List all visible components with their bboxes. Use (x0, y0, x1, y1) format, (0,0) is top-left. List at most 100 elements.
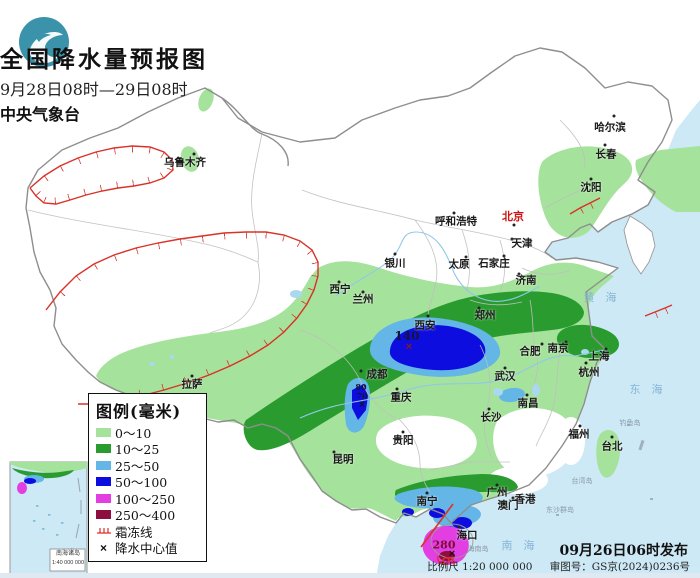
city-dot (395, 387, 399, 391)
legend-item: 0～10 (96, 424, 200, 441)
legend-item-label: 0～10 (115, 425, 152, 441)
city-label: 兰州 (352, 293, 374, 306)
issued-time: 09月26日06时发布 (559, 543, 688, 559)
city-label: 贵阳 (392, 434, 414, 447)
city-label: 石家庄 (478, 257, 510, 270)
city-label: 西安 (414, 319, 436, 332)
city-dot (498, 501, 502, 505)
legend-swatch (96, 510, 111, 520)
page-subtitle: 9月28日08时—29日08时 (0, 80, 188, 99)
city-dot (464, 255, 468, 259)
frost-line-symbol (97, 528, 111, 534)
legend-item-label: 100～250 (115, 491, 176, 507)
hainan-outline (430, 523, 474, 559)
frost-line-label: 霜冻线 (115, 524, 153, 540)
legend-item-label: 250～400 (115, 508, 176, 524)
legend-item-label: 50～100 (115, 475, 168, 491)
legend-item: 50～100 (96, 474, 200, 491)
city-label: 长沙 (480, 411, 502, 424)
city-dot (603, 143, 607, 147)
city-label: 长春 (595, 148, 617, 161)
city-label: 武汉 (494, 370, 516, 383)
city-label: 成都 (366, 368, 388, 381)
center-value-label: 降水中心值 (115, 541, 178, 557)
cma-logo (16, 14, 72, 70)
city-dot (511, 496, 515, 500)
city-dot (192, 152, 196, 156)
center-mark: × (405, 341, 413, 353)
city-dot (401, 430, 405, 434)
city-dot (584, 361, 588, 365)
city-label: 南宁 (416, 495, 438, 508)
city-label: 拉萨 (181, 378, 203, 391)
city-label: 南京 (547, 342, 569, 355)
minor-label: 海南岛 (467, 546, 489, 553)
inset-caption-scale: 1:40 000 000 (51, 560, 85, 566)
city-label: 太原 (448, 258, 470, 271)
city-label: 重庆 (390, 391, 412, 404)
city-label: 合肥 (519, 345, 541, 358)
city-dot (477, 306, 481, 310)
map-scale-line: 比例尺 1:20 000 000 审图号：GS京(2024)0236号 (427, 559, 690, 574)
city-dot (612, 114, 616, 118)
legend-swatch (96, 444, 111, 454)
city-dot (452, 211, 456, 215)
city-label: 台北 (601, 440, 623, 453)
legend-title: 图例(毫米) (96, 402, 182, 421)
legend-swatch (96, 477, 111, 487)
korea-landmass (623, 215, 656, 275)
city-label: 广州 (486, 486, 508, 499)
city-label: 乌鲁木齐 (164, 156, 206, 169)
center-value-symbol: × (99, 540, 107, 555)
northern-neighbor-border (221, 97, 289, 167)
city-label: 哈尔滨 (594, 121, 626, 134)
city-label: 北京 (502, 211, 524, 223)
dry-holes (375, 408, 585, 494)
city-label: 昆明 (332, 453, 354, 466)
legend-item: 250～400 (96, 507, 200, 524)
small-islands (556, 424, 653, 516)
minor-label: 台湾岛 (571, 478, 593, 485)
legend-item: 10～25 (96, 441, 200, 457)
city-dot (425, 491, 429, 495)
scale-text: 比例尺 1:20 000 000 (427, 561, 533, 573)
minor-label: 钓鱼岛 (619, 420, 641, 427)
legend-item-label: 25～50 (115, 458, 160, 474)
city-dot (510, 237, 514, 241)
city-dot (457, 525, 461, 529)
city-label: 郑州 (474, 309, 496, 322)
minor-label: 东沙群岛 (546, 507, 574, 514)
city-label: 南昌 (517, 397, 539, 410)
legend-item: 100～250 (96, 490, 200, 507)
review-number: 审图号：GS京(2024)0236号 (549, 561, 690, 573)
frost-lines (29, 145, 673, 405)
center-value: 70 (356, 391, 368, 401)
city-dot (540, 342, 544, 346)
legend-swatch (96, 427, 111, 437)
center-value: 80 (355, 382, 367, 392)
city-label: 杭州 (578, 366, 600, 379)
city-label: 西宁 (329, 283, 351, 296)
legend-swatch (96, 493, 111, 503)
south-china-sea-inset (9, 461, 88, 575)
city-dot (337, 280, 341, 284)
city-label: 银川 (384, 257, 406, 270)
image-edge-strip (0, 573, 700, 578)
sea-label: 东 海 (629, 384, 667, 396)
sea-label: 黄 海 (583, 292, 621, 304)
city-label: 呼和浩特 (435, 215, 477, 228)
legend-item: 25～50 (96, 457, 200, 474)
city-dot (361, 290, 365, 294)
city-dot (495, 483, 499, 487)
city-dot (502, 254, 506, 258)
rivers (299, 231, 605, 419)
city-dot (604, 347, 608, 351)
center-value: 280 (432, 538, 456, 552)
legend: 图例(毫米) 0～10 10～25 25～50 50～100 100～250 250～40… (88, 393, 207, 562)
city-label: 上海 (588, 350, 610, 363)
city-label: 沈阳 (580, 181, 602, 194)
center-mark: × (358, 399, 366, 411)
typhoon-icon (437, 555, 455, 567)
city-dot (578, 424, 582, 428)
